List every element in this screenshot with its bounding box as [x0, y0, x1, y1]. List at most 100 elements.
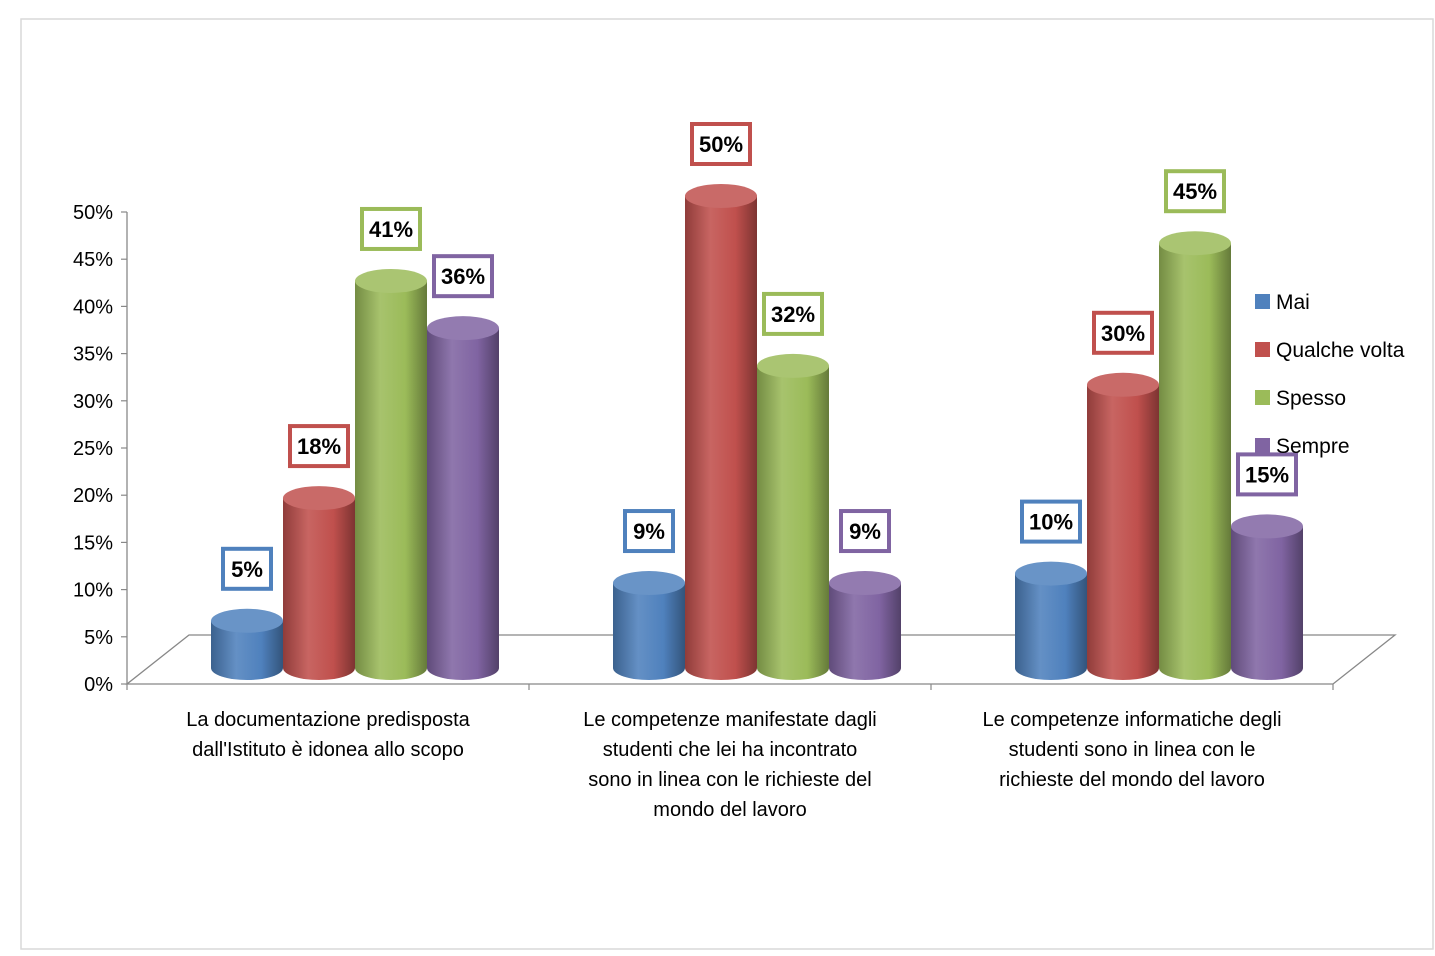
data-label: 18%	[288, 424, 350, 469]
data-label-box	[690, 122, 752, 166]
bar-body	[355, 280, 427, 680]
data-label-text: 5%	[231, 557, 263, 582]
bar-body	[757, 365, 829, 680]
data-label-text: 9%	[849, 519, 881, 544]
bar	[1231, 514, 1303, 680]
bar	[211, 608, 283, 680]
bar	[757, 353, 829, 680]
y-tick-label: 5%	[84, 627, 113, 649]
legend-label: Sempre	[1276, 435, 1350, 458]
y-tick-label: 45%	[73, 249, 113, 271]
legend-label: Qualche volta	[1276, 339, 1405, 362]
legend-label: Spesso	[1276, 387, 1346, 410]
data-label: 41%	[360, 206, 422, 251]
data-label-text: 32%	[771, 302, 815, 327]
data-label-box	[360, 206, 422, 251]
bar-body	[283, 498, 355, 680]
data-label-text: 50%	[699, 132, 743, 157]
data-label-box	[432, 254, 494, 299]
legend: Mai Qualche volta Spesso Sempre	[1255, 291, 1405, 458]
bar-top	[757, 353, 829, 378]
data-label-box	[1236, 452, 1298, 497]
data-label: 10%	[1020, 499, 1082, 544]
data-label-box	[1092, 310, 1154, 355]
legend-swatch	[1255, 294, 1270, 309]
bar-body	[1087, 384, 1159, 680]
data-label-box	[288, 424, 350, 469]
x-category-label-line: richieste del mondo del lavoro	[999, 769, 1265, 791]
x-category-label-line: La documentazione predisposta	[186, 709, 470, 731]
bar	[613, 571, 685, 680]
bar-body	[211, 620, 283, 680]
data-label-text: 10%	[1029, 510, 1073, 535]
x-category-label: Le competenze manifestate dagli studenti …	[583, 709, 877, 821]
bar-top	[283, 486, 355, 511]
data-label: 30%	[1092, 310, 1154, 355]
y-tick-label: 40%	[73, 296, 113, 318]
data-label: 50%	[690, 122, 752, 166]
data-label-box	[623, 509, 675, 554]
bar-body	[1159, 243, 1231, 680]
y-tick-label: 10%	[73, 580, 113, 602]
bar	[685, 184, 757, 680]
data-label: 15%	[1236, 452, 1298, 497]
bar	[829, 571, 901, 680]
legend-swatch	[1255, 438, 1270, 453]
data-label: 9%	[839, 509, 891, 554]
data-label: 5%	[221, 546, 273, 591]
y-tick-label: 20%	[73, 485, 113, 507]
x-category-label-line: Le competenze manifestate dagli	[583, 709, 877, 731]
bar-top	[829, 571, 901, 596]
x-category-label-line: dall'Istituto è idonea allo scopo	[192, 739, 464, 761]
data-label-text: 45%	[1173, 179, 1217, 204]
data-label-text: 15%	[1245, 462, 1289, 487]
bar-top	[1231, 514, 1303, 539]
bar-top	[1087, 372, 1159, 397]
bar-body	[829, 583, 901, 680]
data-label-text: 18%	[297, 434, 341, 459]
legend-label: Mai	[1276, 291, 1310, 314]
bar	[1159, 231, 1231, 680]
data-label-text: 30%	[1101, 321, 1145, 346]
bar-body	[685, 196, 757, 680]
data-label: 9%	[623, 509, 675, 554]
data-label-text: 9%	[633, 519, 665, 544]
bar-body	[1231, 526, 1303, 680]
bar-top	[1015, 561, 1087, 586]
bar-top	[427, 316, 499, 341]
x-category-label-line: mondo del lavoro	[653, 799, 806, 821]
bar	[283, 486, 355, 680]
bar-body	[427, 328, 499, 680]
x-category-label-line: studenti che lei ha incontrato	[603, 739, 858, 761]
data-label-box	[762, 291, 824, 336]
bar-top	[1159, 231, 1231, 256]
x-category-label: Le competenze informatiche degli studenti…	[982, 709, 1281, 791]
bar-top	[685, 184, 757, 208]
data-label-box	[221, 546, 273, 591]
data-label-box	[1164, 169, 1226, 214]
y-tick-label: 30%	[73, 391, 113, 413]
y-tick-label: 50%	[73, 202, 113, 224]
data-label-box	[1020, 499, 1082, 544]
y-tick-label: 15%	[73, 532, 113, 554]
x-category-label: La documentazione predisposta dall'Istitu…	[186, 709, 470, 761]
y-tick-label: 0%	[84, 674, 113, 696]
y-tick-label: 35%	[73, 344, 113, 366]
bars-layer	[211, 184, 1303, 680]
y-tick-label: 25%	[73, 438, 113, 460]
data-label: 36%	[432, 254, 494, 299]
legend-swatch	[1255, 342, 1270, 357]
data-label: 45%	[1164, 169, 1226, 214]
bar	[1015, 561, 1087, 680]
bar-top	[613, 571, 685, 596]
bar	[355, 268, 427, 680]
bar	[1087, 372, 1159, 680]
data-label: 32%	[762, 291, 824, 336]
x-category-label-line: sono in linea con le richieste del	[588, 769, 872, 791]
x-category-label-line: studenti sono in linea con le	[1009, 739, 1256, 761]
bar-top	[211, 608, 283, 633]
x-category-label-line: Le competenze informatiche degli	[982, 709, 1281, 731]
bar	[427, 316, 499, 680]
